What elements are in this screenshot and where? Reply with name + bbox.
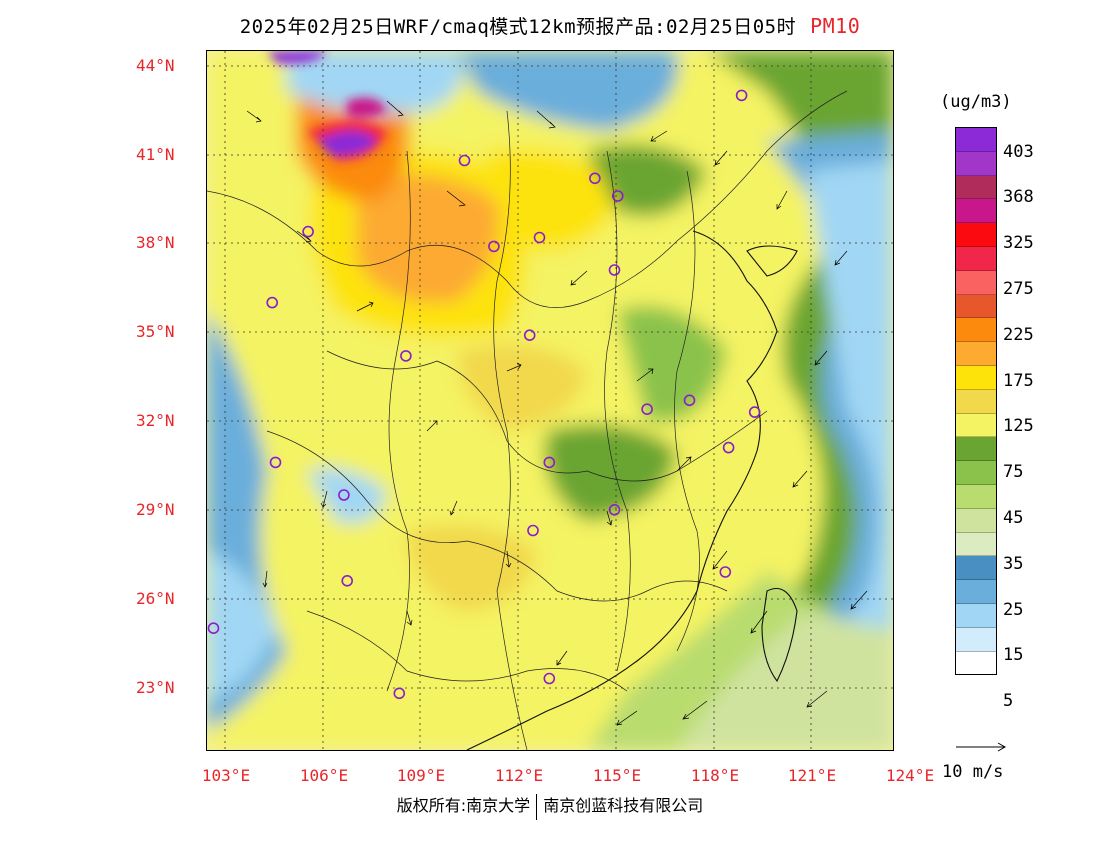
map-canvas: [207, 51, 893, 750]
station-marker: [608, 503, 621, 516]
high-concentration-core: [267, 51, 387, 161]
lat-label-44: 44°N: [136, 56, 175, 75]
legend-swatch: [956, 246, 996, 271]
legend-swatch: [956, 223, 996, 247]
legend-swatch: [956, 175, 996, 200]
station-marker: [527, 524, 539, 537]
legend-swatch: [956, 342, 996, 366]
station-marker: [641, 403, 653, 416]
map-title: 2025年02月25日WRF/cmaq模式12km预报产品:02月25日05时 P…: [0, 12, 1100, 39]
legend-label-225: 225: [1003, 325, 1034, 345]
legend-label-403: 403: [1003, 142, 1034, 162]
legend-label-25: 25: [1003, 600, 1024, 620]
legend-swatch: [956, 461, 996, 485]
lat-label-38: 38°N: [136, 233, 175, 252]
legend-swatch: [956, 151, 996, 176]
lon-label-103: 103°E: [201, 766, 251, 785]
station-marker: [302, 225, 314, 238]
lat-label-29: 29°N: [136, 500, 175, 519]
wind-vectors: [246, 100, 868, 726]
station-marker: [341, 574, 353, 587]
concentration-field: [207, 51, 893, 750]
lon-label-109: 109°E: [396, 766, 446, 785]
copyright-footer: 版权所有:南京大学 南京创蓝科技有限公司: [0, 792, 1100, 820]
legend-swatch: [956, 508, 996, 533]
station-marker: [338, 489, 350, 501]
legend-swatch: [956, 128, 996, 152]
color-legend: [955, 127, 997, 676]
legend-label-15: 15: [1003, 645, 1024, 665]
coastline: [466, 230, 798, 750]
legend-swatch: [956, 603, 996, 628]
lat-label-26: 26°N: [136, 589, 175, 608]
legend-swatch: [956, 556, 996, 581]
station-marker: [543, 672, 556, 685]
station-marker: [735, 89, 748, 102]
lat-label-23: 23°N: [136, 678, 175, 697]
pm10-forecast-map: [206, 50, 894, 751]
pollutant-label: PM10: [810, 14, 861, 38]
lon-label-124: 124°E: [885, 766, 935, 785]
wind-reference-label: 10 m/s: [942, 762, 1004, 782]
legend-label-175: 175: [1003, 371, 1034, 391]
legend-swatch: [956, 532, 996, 557]
legend-label-325: 325: [1003, 233, 1034, 253]
legend-swatch: [956, 294, 996, 319]
wind-reference-arrow: [956, 742, 1007, 752]
lon-label-115: 115°E: [592, 766, 642, 785]
station-marker: [523, 329, 536, 342]
legend-swatch: [956, 437, 996, 462]
legend-label-125: 125: [1003, 416, 1034, 436]
station-marker: [748, 406, 761, 418]
province-boundaries: [207, 90, 848, 750]
station-marker: [266, 296, 278, 309]
monitoring-stations: [207, 89, 761, 700]
title-text: 2025年02月25日WRF/cmaq模式12km预报产品:02月25日05时: [239, 16, 797, 38]
lon-label-121: 121°E: [787, 766, 837, 785]
station-marker: [719, 566, 732, 578]
legend-label-75: 75: [1003, 462, 1024, 482]
legend-label-5: 5: [1003, 691, 1014, 711]
lat-label-32: 32°N: [136, 411, 175, 430]
legend-swatch: [956, 484, 996, 509]
lat-label-35: 35°N: [136, 322, 175, 341]
station-marker: [533, 231, 546, 244]
station-marker: [543, 456, 556, 469]
station-marker: [589, 172, 601, 185]
lat-label-41: 41°N: [136, 145, 175, 164]
legend-unit: (ug/m3): [940, 92, 1012, 112]
legend-label-275: 275: [1003, 279, 1034, 299]
legend-swatch: [956, 199, 996, 224]
legend-label-368: 368: [1003, 187, 1034, 207]
station-marker: [207, 622, 220, 635]
station-marker: [608, 264, 621, 276]
legend-swatch: [956, 627, 996, 652]
station-marker: [458, 154, 471, 167]
station-marker: [683, 394, 696, 407]
legend-swatch: [956, 389, 996, 414]
station-marker: [269, 456, 282, 469]
legend-swatch: [956, 270, 996, 295]
legend-swatch: [956, 318, 996, 343]
station-marker: [722, 441, 735, 454]
legend-swatch: [956, 413, 996, 438]
lon-label-118: 118°E: [690, 766, 740, 785]
station-marker: [488, 240, 500, 253]
station-marker: [393, 687, 406, 700]
lon-label-106: 106°E: [299, 766, 349, 785]
legend-swatch: [956, 580, 996, 604]
copyright-right: 南京创蓝科技有限公司: [543, 796, 704, 815]
graticule: [207, 51, 893, 750]
legend-label-35: 35: [1003, 554, 1024, 574]
legend-swatch: [956, 651, 996, 675]
station-marker: [611, 190, 624, 202]
footer-divider: [536, 793, 538, 820]
copyright-left: 版权所有:南京大学: [396, 796, 531, 815]
lon-label-112: 112°E: [494, 766, 544, 785]
legend-swatch: [956, 365, 996, 390]
station-marker: [400, 350, 412, 362]
legend-label-45: 45: [1003, 508, 1024, 528]
